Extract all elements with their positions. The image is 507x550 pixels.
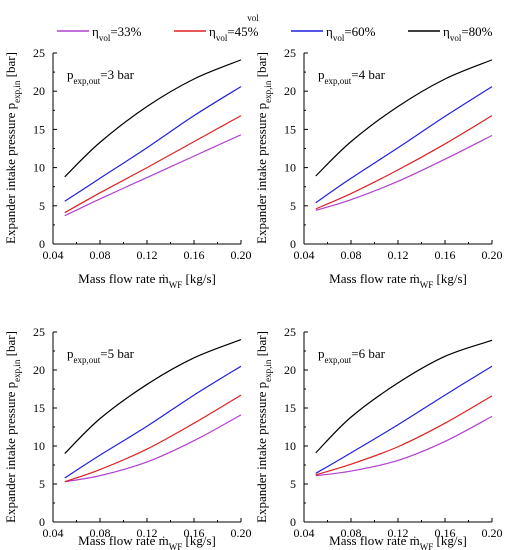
series-line <box>315 415 493 477</box>
series-line <box>315 395 493 476</box>
series-line <box>64 394 242 483</box>
series-line <box>64 339 242 455</box>
y-tick-label: 15 <box>33 122 45 136</box>
x-tick-label: 0.16 <box>435 526 456 540</box>
y-axis-label: Expander intake pressure pexp,in [bar] <box>254 52 273 244</box>
y-tick-label: 15 <box>284 401 296 415</box>
chart-panel-1: 0.04 0.08 0.12 0.16 0.20 0 5 10 15 20 25 Mass flow … <box>3 46 252 290</box>
y-tick-label: 10 <box>284 161 296 175</box>
series-line <box>315 339 493 454</box>
y-tick-label: 20 <box>33 84 45 98</box>
y-tick-label: 0 <box>39 515 45 529</box>
panel-annotation: pexp,out=5 bar <box>67 346 135 365</box>
legend-title: vol <box>247 13 259 23</box>
x-tick-label: 0.04 <box>294 526 315 540</box>
y-tick-label: 15 <box>284 122 296 136</box>
y-tick-label: 0 <box>290 515 296 529</box>
y-axis-label: Expander intake pressure pexp,in [bar] <box>3 331 22 523</box>
chart-panel-4: 0.04 0.08 0.12 0.16 0.20 0 5 10 15 20 25 Mass flow … <box>254 325 503 550</box>
x-axis-label: Mass flow rate ṁWF [kg/s] <box>78 271 216 290</box>
series-line <box>315 86 493 204</box>
chart-panel-3: 0.04 0.08 0.12 0.16 0.20 0 5 10 15 20 25 Mass flow … <box>3 325 252 550</box>
y-tick-label: 20 <box>33 363 45 377</box>
series-line <box>64 414 242 483</box>
x-tick-label: 0.16 <box>184 248 205 262</box>
series-line <box>315 59 493 177</box>
x-tick-label: 0.20 <box>482 526 503 540</box>
x-tick-label: 0.08 <box>341 248 362 262</box>
series-line <box>64 86 242 202</box>
y-tick-label: 0 <box>39 237 45 251</box>
x-tick-label: 0.20 <box>482 248 503 262</box>
series-line <box>64 59 242 178</box>
panel-annotation: pexp,out=4 bar <box>318 67 386 86</box>
y-tick-label: 0 <box>290 237 296 251</box>
y-tick-label: 25 <box>284 46 296 60</box>
x-tick-label: 0.12 <box>388 526 409 540</box>
y-tick-label: 25 <box>33 46 45 60</box>
x-axis-label: Mass flow rate ṁWF [kg/s] <box>329 533 467 550</box>
y-tick-label: 10 <box>33 161 45 175</box>
x-tick-label: 0.08 <box>90 248 111 262</box>
y-tick-label: 5 <box>39 477 45 491</box>
x-tick-label: 0.20 <box>231 526 252 540</box>
series-line <box>315 115 493 210</box>
x-tick-label: 0.08 <box>341 526 362 540</box>
panel-annotation: pexp,out=6 bar <box>318 346 386 365</box>
y-axis-label: Expander intake pressure pexp,in [bar] <box>254 331 273 523</box>
x-tick-label: 0.12 <box>137 248 158 262</box>
y-tick-label: 25 <box>284 325 296 339</box>
x-tick-label: 0.16 <box>435 248 456 262</box>
legend-entry-label: ηvol=60% <box>326 24 376 43</box>
x-axis-label: Mass flow rate ṁWF [kg/s] <box>329 271 467 290</box>
y-tick-label: 5 <box>39 199 45 213</box>
legend-entry-label: ηvol=45% <box>209 24 259 43</box>
legend-entry-label: ηvol=33% <box>92 24 142 43</box>
series-line <box>64 115 242 214</box>
panel-annotation: pexp,out=3 bar <box>67 67 135 86</box>
y-tick-label: 5 <box>290 477 296 491</box>
x-tick-label: 0.04 <box>294 248 315 262</box>
x-tick-label: 0.08 <box>90 526 111 540</box>
series-line <box>315 134 493 211</box>
series-line <box>315 365 493 474</box>
x-tick-label: 0.04 <box>43 526 64 540</box>
y-tick-label: 10 <box>284 439 296 453</box>
x-tick-label: 0.16 <box>184 526 205 540</box>
y-tick-label: 25 <box>33 325 45 339</box>
chart-panel-2: 0.04 0.08 0.12 0.16 0.20 0 5 10 15 20 25 Mass flow … <box>254 46 503 290</box>
y-axis-label: Expander intake pressure pexp,in [bar] <box>3 52 22 244</box>
y-tick-label: 5 <box>290 199 296 213</box>
x-tick-label: 0.12 <box>388 248 409 262</box>
series-line <box>64 365 242 479</box>
y-tick-label: 10 <box>33 439 45 453</box>
x-axis-label: Mass flow rate ṁWF [kg/s] <box>78 533 216 550</box>
y-tick-label: 20 <box>284 84 296 98</box>
y-tick-label: 20 <box>284 363 296 377</box>
legend-entry-label: ηvol=80% <box>443 24 493 43</box>
x-tick-label: 0.04 <box>43 248 64 262</box>
x-tick-label: 0.12 <box>137 526 158 540</box>
y-tick-label: 15 <box>33 401 45 415</box>
x-tick-label: 0.20 <box>231 248 252 262</box>
series-line <box>64 134 242 217</box>
